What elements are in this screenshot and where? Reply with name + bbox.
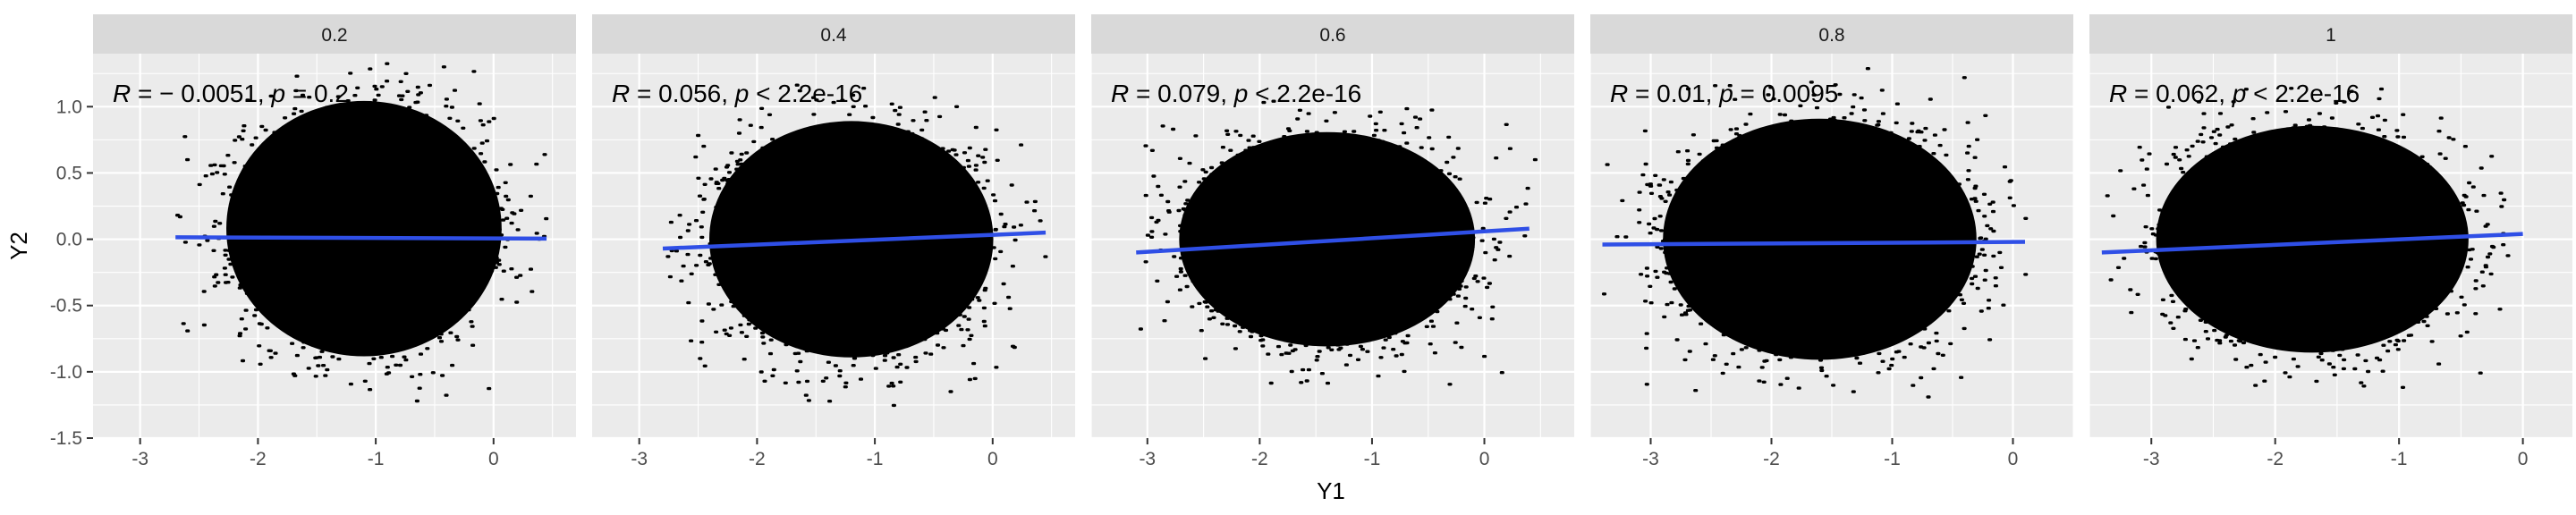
facet-strip-label: 0.6 <box>1319 25 1345 46</box>
x-tick-label: -3 <box>631 449 648 469</box>
x-tick-label: -2 <box>1251 449 1268 469</box>
y-tick-label: -1.5 <box>50 428 82 449</box>
x-tick-label: -2 <box>250 449 267 469</box>
annotation-r-symbol: R <box>113 80 131 107</box>
x-tick-label: -1 <box>368 449 385 469</box>
y-tick-label: -1.0 <box>50 362 82 383</box>
x-tick-label: 0 <box>2518 449 2529 469</box>
scatter-dense-core <box>2156 125 2469 353</box>
correlation-annotation: R = 0.079, p < 2.2e-16 <box>1111 80 1361 107</box>
correlation-annotation: R = 0.01, p = 0.0095 <box>1610 80 1838 107</box>
facet-strip <box>1590 14 2073 54</box>
facet-panel: 0.4 R = 0.056, p < 2.2e-16 <box>592 14 1075 440</box>
annotation-r-symbol: R <box>1610 80 1628 107</box>
facet-panel: 0.2 R = − 0.0051, p = 0.2 <box>93 14 576 440</box>
x-tick-label: -3 <box>1139 449 1156 469</box>
regression-line <box>1602 240 2026 247</box>
annotation-r-symbol: R <box>612 80 630 107</box>
correlation-annotation: R = 0.062, p < 2.2e-16 <box>2109 80 2360 107</box>
x-tick-label: -2 <box>749 449 766 469</box>
x-axis-title: Y1 <box>1317 477 1345 504</box>
regression-line <box>1136 226 1530 255</box>
annotation-p-value: < 2.2e-16 <box>1248 80 1361 107</box>
annotation-p-value: < 2.2e-16 <box>2246 80 2360 107</box>
x-tick-label: 0 <box>987 449 998 469</box>
y-tick-label: 0.5 <box>56 163 82 183</box>
regression-line <box>175 235 547 241</box>
annotation-p-symbol: p <box>1233 80 1249 107</box>
axes-layer: -3 -2 -1 0 -3 -2 -1 0 -3 -2 -1 0 -3 -2 -1 0 -3 -2 -1 0 -1.5 -… <box>50 97 2529 469</box>
facet-strip-label: 0.8 <box>1818 25 1844 46</box>
annotation-r-symbol: R <box>2109 80 2127 107</box>
x-tick-label: -1 <box>1884 449 1901 469</box>
regression-line <box>2101 232 2523 255</box>
x-tick-label: -1 <box>1364 449 1381 469</box>
annotation-r-value: = 0.062, <box>2127 80 2233 107</box>
facet-strip-label: 1 <box>2326 25 2336 46</box>
correlation-annotation: R = − 0.0051, p = 0.2 <box>113 80 349 107</box>
y-tick-label: -0.5 <box>50 296 82 317</box>
annotation-p-symbol: p <box>2232 80 2247 107</box>
scatter-dense-core <box>1663 118 1977 360</box>
x-tick-label: -2 <box>2267 449 2284 469</box>
x-tick-label: 0 <box>1479 449 1490 469</box>
annotation-p-value: = 0.0095 <box>1733 80 1839 107</box>
annotation-r-value: = − 0.0051, <box>131 80 271 107</box>
facet-strip <box>1091 14 1574 54</box>
annotation-p-symbol: p <box>734 80 750 107</box>
correlation-annotation: R = 0.056, p < 2.2e-16 <box>612 80 862 107</box>
facet-strip-label: 0.2 <box>321 25 347 46</box>
facet-panel: 1 R = 0.062, p < 2.2e-16 <box>2089 14 2572 440</box>
facet-panel: 0.6 R = 0.079, p < 2.2e-16 <box>1090 14 1574 440</box>
y-tick-label: 0.0 <box>56 230 82 250</box>
x-tick-label: -3 <box>131 449 148 469</box>
facet-strip-label: 0.4 <box>820 25 847 46</box>
annotation-r-value: = 0.079, <box>1129 80 1234 107</box>
y-tick-label: 1.0 <box>56 97 82 117</box>
x-tick-label: 0 <box>2008 449 2019 469</box>
facet-strip <box>93 14 576 54</box>
x-tick-label: -2 <box>1763 449 1780 469</box>
annotation-p-value: < 2.2e-16 <box>749 80 862 107</box>
x-tick-label: -1 <box>867 449 884 469</box>
facet-strip <box>2089 14 2572 54</box>
annotation-r-value: = 0.056, <box>630 80 735 107</box>
annotation-r-value: = 0.01, <box>1628 80 1719 107</box>
x-tick-label: -3 <box>2143 449 2160 469</box>
annotation-p-symbol: p <box>270 80 285 107</box>
facet-strip <box>592 14 1075 54</box>
x-tick-label: -1 <box>2391 449 2408 469</box>
panels-layer: 0.2 R = − 0.0051, p = 0.2 0.4 R = 0.056, p … <box>93 14 2572 440</box>
x-tick-label: -3 <box>1642 449 1659 469</box>
regression-line <box>662 230 1046 251</box>
y-axis-title: Y2 <box>5 232 32 260</box>
annotation-r-symbol: R <box>1111 80 1129 107</box>
x-tick-label: 0 <box>488 449 499 469</box>
facet-panel: 0.8 R = 0.01, p = 0.0095 <box>1589 14 2074 440</box>
annotation-p-symbol: p <box>1718 80 1733 107</box>
scatter-dense-core <box>226 100 502 357</box>
annotation-p-value: = 0.2 <box>285 80 349 107</box>
